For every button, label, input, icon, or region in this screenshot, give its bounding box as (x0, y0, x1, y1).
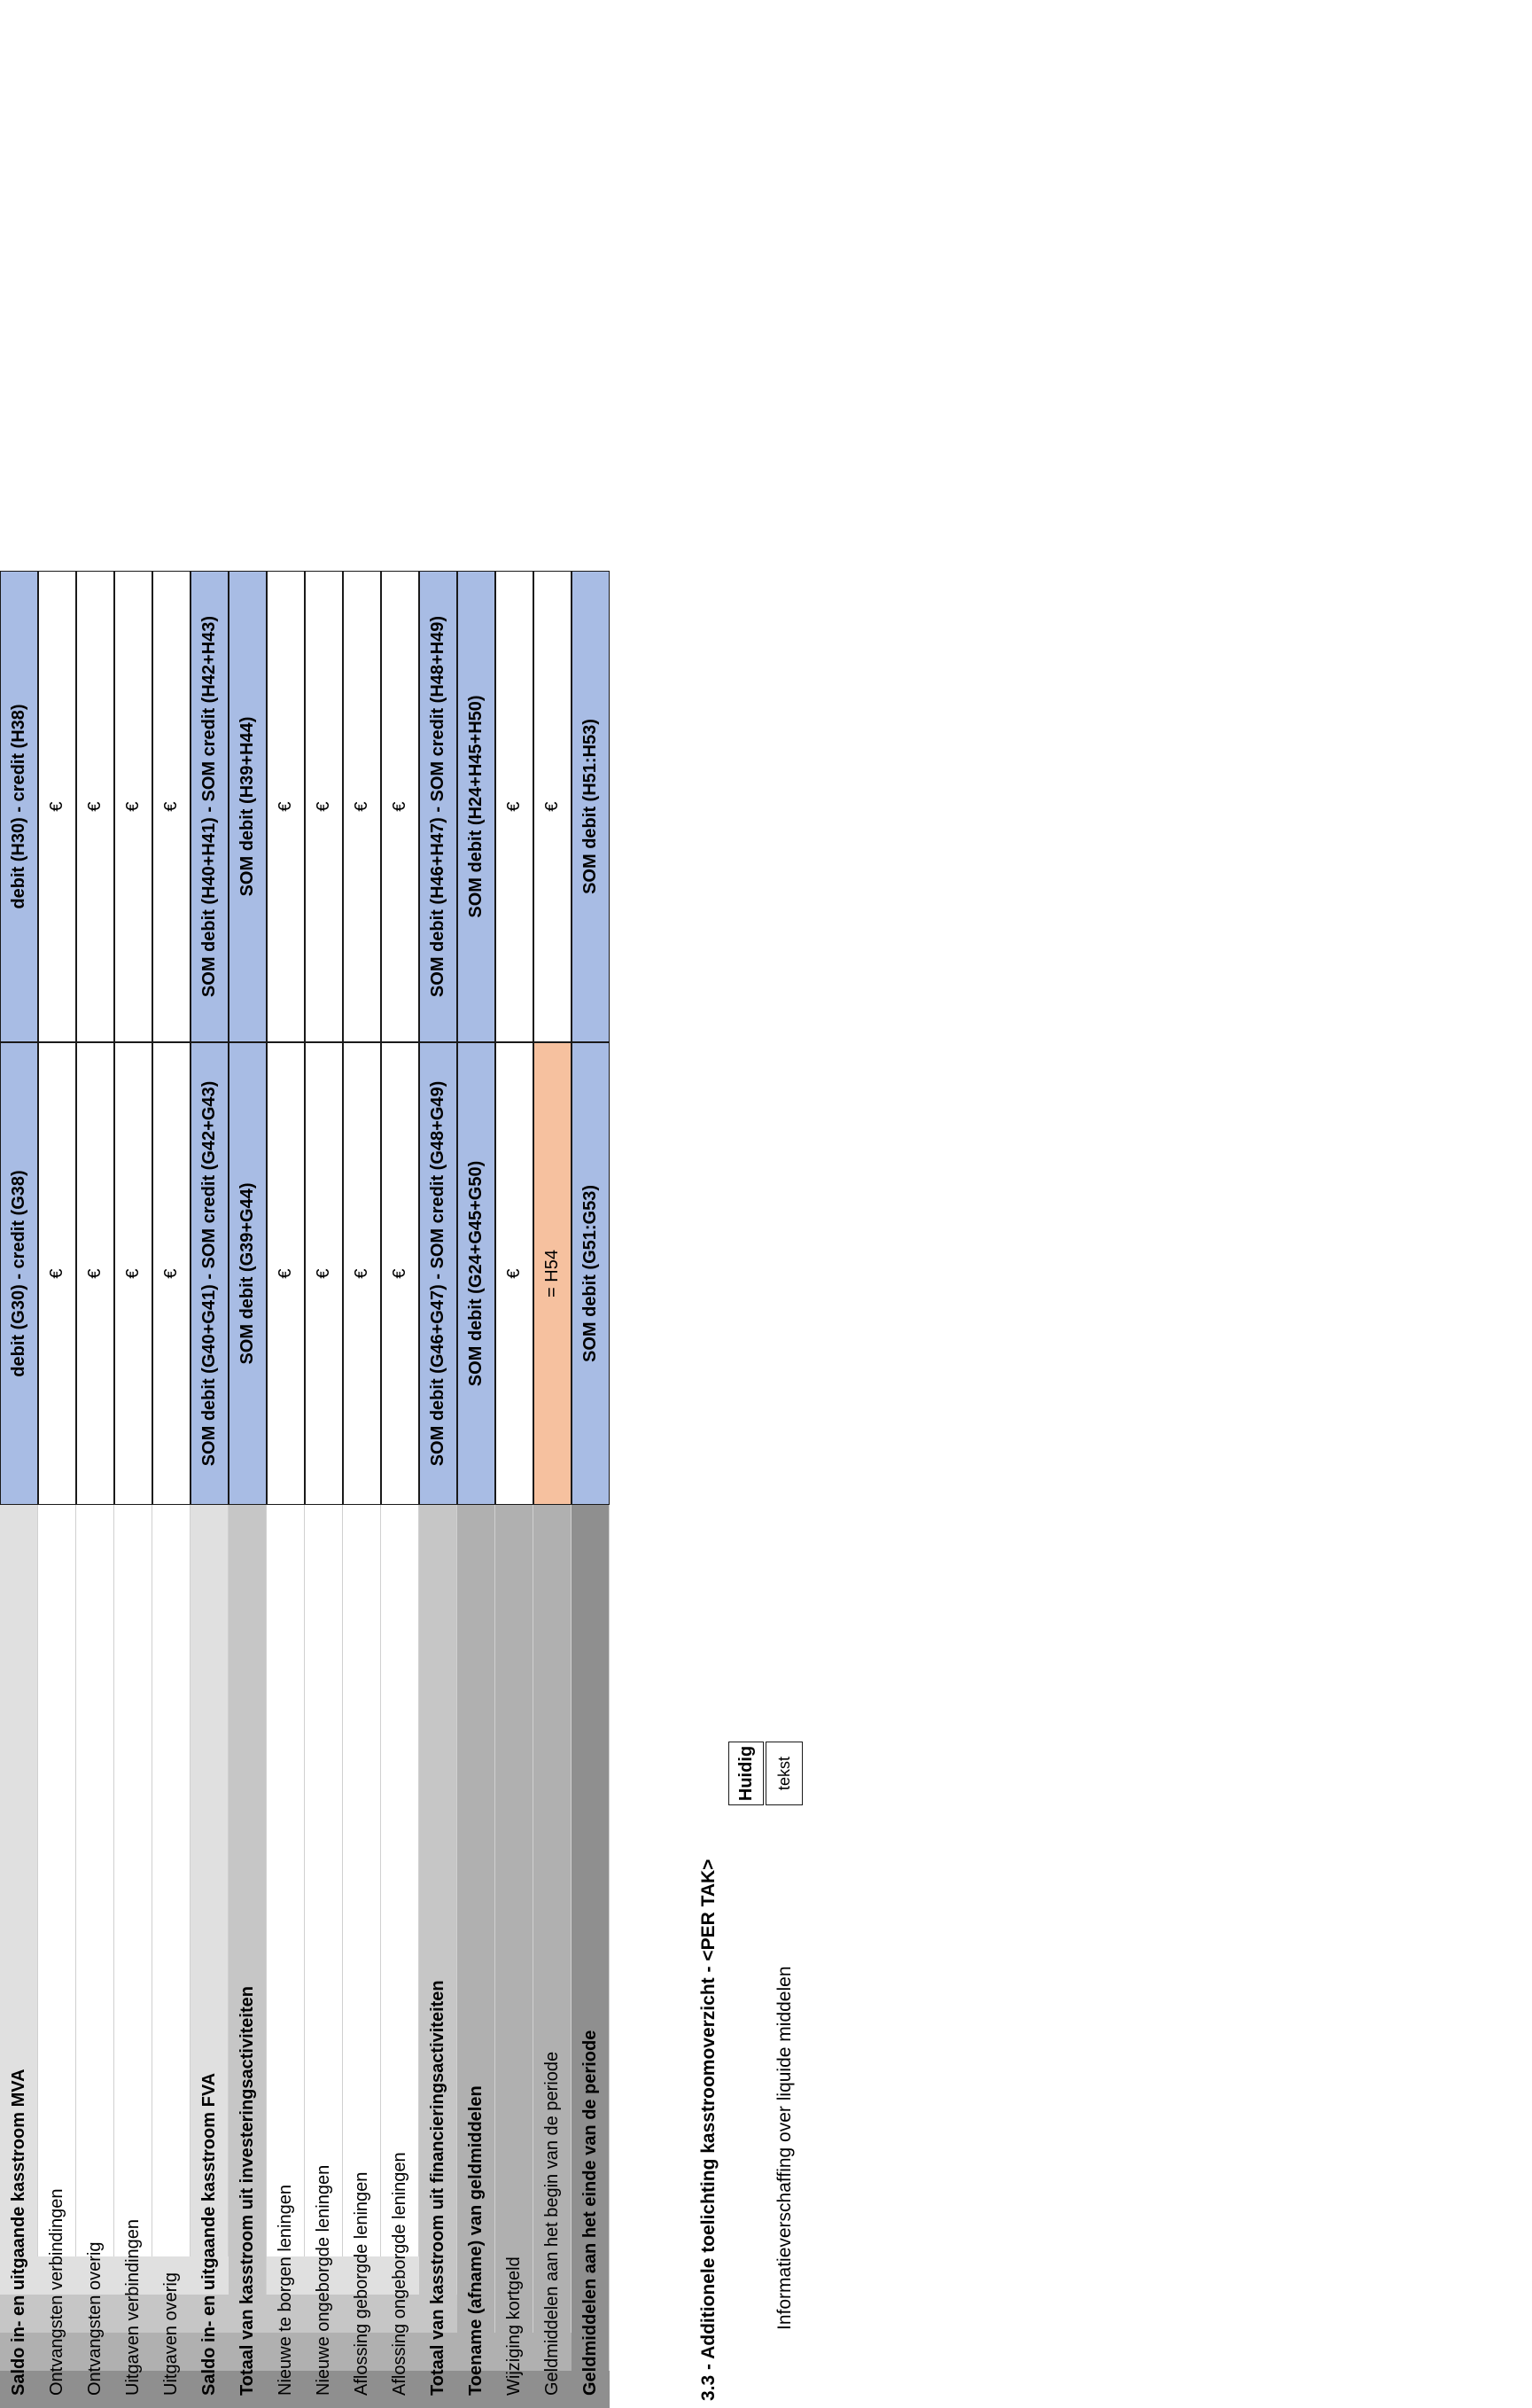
previous-value-cell[interactable]: SOM debit (H51:H53) (572, 571, 610, 1042)
row-label-text: Totaal van kasstroom uit investeringsact… (237, 1986, 257, 2396)
row-label: Uitgaven verbindingen (114, 1505, 152, 2408)
previous-value-cell[interactable]: SOM debit (H40+H41) - SOM credit (H42+H4… (191, 571, 229, 1042)
previous-value-cell[interactable]: € (152, 571, 191, 1042)
current-value-cell[interactable]: € (343, 1042, 381, 1505)
previous-value-cell[interactable]: SOM debit (H39+H44) (229, 571, 267, 1042)
previous-value-cell[interactable]: € (114, 571, 152, 1042)
row-label-text: Wijziging kortgeld (504, 2256, 524, 2396)
table-row: Wijziging kortgeld € € (495, 0, 533, 2408)
row-label-text: Aflossing ongeborgde leningen (390, 2152, 409, 2396)
row-label: Ontvangsten overig (76, 1505, 114, 2408)
row-label: Totaal van kasstroom uit financieringsac… (419, 1505, 457, 2408)
row-label: Saldo in- en uitgaande kasstroom FVA (191, 1505, 229, 2408)
current-value-cell[interactable]: € (267, 1042, 305, 1505)
notes-section: 3.3 - Additionele toelichting kasstroomo… (682, 0, 913, 2408)
notes-description: Informatieverschaffing over liquide midd… (774, 1966, 795, 2330)
table-row: Geldmiddelen aan het begin van de period… (533, 0, 572, 2408)
row-label-text: Geldmiddelen aan het einde van de period… (580, 2030, 600, 2396)
current-value-cell[interactable]: € (381, 1042, 419, 1505)
current-value-cell[interactable]: debit (G30) - credit (G38) (0, 1042, 38, 1505)
row-label: Wijziging kortgeld (495, 1505, 533, 2408)
current-value-cell[interactable]: SOM debit (G40+G41) - SOM credit (G42+G4… (191, 1042, 229, 1505)
current-value-cell[interactable]: = H54 (533, 1042, 572, 1505)
row-label: Aflossing ongeborgde leningen (381, 1505, 419, 2408)
table-row: Totaal van kasstroom uit investeringsact… (229, 0, 267, 2408)
row-label-text: Ontvangsten overig (85, 2241, 105, 2396)
previous-value-cell[interactable]: € (76, 571, 114, 1042)
current-value-cell[interactable]: SOM debit (G46+G47) - SOM credit (G48+G4… (419, 1042, 457, 1505)
current-value-cell[interactable]: SOM debit (G51:G53) (572, 1042, 610, 1505)
table-row: Ontvangsten overig € € (76, 0, 114, 2408)
row-label: Aflossing geborgde leningen (343, 1505, 381, 2408)
row-label: Uitgaven overig (152, 1505, 191, 2408)
table-row: Totaal van kasstroom uit financieringsac… (419, 0, 457, 2408)
table-row: Aflossing ongeborgde leningen € € (381, 0, 419, 2408)
previous-value-cell[interactable]: SOM debit (H24+H45+H50) (457, 571, 495, 1042)
previous-value-cell[interactable]: € (381, 571, 419, 1042)
row-label-text: Uitgaven verbindingen (123, 2218, 143, 2396)
previous-value-cell[interactable]: € (305, 571, 343, 1042)
table-row: Saldo in- en uitgaande kasstroom FVA SOM … (191, 0, 229, 2408)
current-value-cell[interactable]: € (114, 1042, 152, 1505)
row-label-text: Totaal van kasstroom uit financieringsac… (428, 1980, 447, 2396)
row-label-text: Ontvangsten verbindingen (47, 2188, 66, 2396)
table-row: Nieuwe te borgen leningen € € (267, 0, 305, 2408)
row-label-text: Uitgaven overig (161, 2272, 181, 2396)
table-row: Saldo in- en uitgaande kasstroom MVA debi… (0, 0, 38, 2408)
current-value-cell[interactable]: € (495, 1042, 533, 1505)
previous-value-cell[interactable]: € (38, 571, 76, 1042)
row-label: Saldo in- en uitgaande kasstroom MVA (0, 1505, 38, 2408)
previous-value-cell[interactable]: € (495, 571, 533, 1042)
table-row: Nieuwe ongeborgde leningen € € (305, 0, 343, 2408)
current-value-cell[interactable]: € (38, 1042, 76, 1505)
row-label: Geldmiddelen aan het einde van de period… (572, 1505, 610, 2408)
row-label: Ontvangsten verbindingen (38, 1505, 76, 2408)
row-label: Nieuwe ongeborgde leningen (305, 1505, 343, 2408)
previous-value-cell[interactable]: € (267, 571, 305, 1042)
table-row: Ontvangsten verbindingen € € (38, 0, 76, 2408)
current-value-cell[interactable]: € (76, 1042, 114, 1505)
table-row: Uitgaven overig € € (152, 0, 191, 2408)
previous-value-cell[interactable]: € (343, 571, 381, 1042)
current-value-cell[interactable]: SOM debit (G39+G44) (229, 1042, 267, 1505)
row-label: Geldmiddelen aan het begin van de period… (533, 1505, 572, 2408)
row-label-text: Saldo in- en uitgaande kasstroom FVA (199, 2072, 219, 2396)
cashflow-table: Saldo in- en uitgaande kasstroom MVA debi… (0, 0, 610, 2408)
table-row: Uitgaven verbindingen € € (114, 0, 152, 2408)
row-label-text: Geldmiddelen aan het begin van de period… (542, 2051, 562, 2396)
row-label-text: Toename (afname) van geldmiddelen (466, 2085, 486, 2396)
row-label: Nieuwe te borgen leningen (267, 1505, 305, 2408)
previous-value-cell[interactable]: SOM debit (H46+H47) - SOM credit (H48+H4… (419, 571, 457, 1042)
current-value-cell[interactable]: € (305, 1042, 343, 1505)
previous-value-cell[interactable]: debit (H30) - credit (H38) (0, 571, 38, 1042)
row-label: Toename (afname) van geldmiddelen (457, 1505, 495, 2408)
row-label-text: Saldo in- en uitgaande kasstroom MVA (9, 2069, 28, 2396)
table-row: Geldmiddelen aan het einde van de period… (572, 0, 610, 2408)
previous-value-cell[interactable]: € (533, 571, 572, 1042)
row-label: Totaal van kasstroom uit investeringsact… (229, 1505, 267, 2408)
current-value-cell[interactable]: € (152, 1042, 191, 1505)
notes-value-cell[interactable]: tekst (766, 1742, 803, 1805)
current-value-cell[interactable]: SOM debit (G24+G45+G50) (457, 1042, 495, 1505)
notes-column-header: Huidig (728, 1742, 764, 1805)
row-label-text: Nieuwe ongeborgde leningen (314, 2164, 333, 2396)
table-row: Aflossing geborgde leningen € € (343, 0, 381, 2408)
row-label-text: Aflossing geborgde leningen (352, 2171, 371, 2396)
row-label-text: Nieuwe te borgen leningen (276, 2185, 295, 2396)
notes-title: 3.3 - Additionele toelichting kasstroomo… (698, 1859, 719, 2401)
table-row: Toename (afname) van geldmiddelen SOM deb… (457, 0, 495, 2408)
